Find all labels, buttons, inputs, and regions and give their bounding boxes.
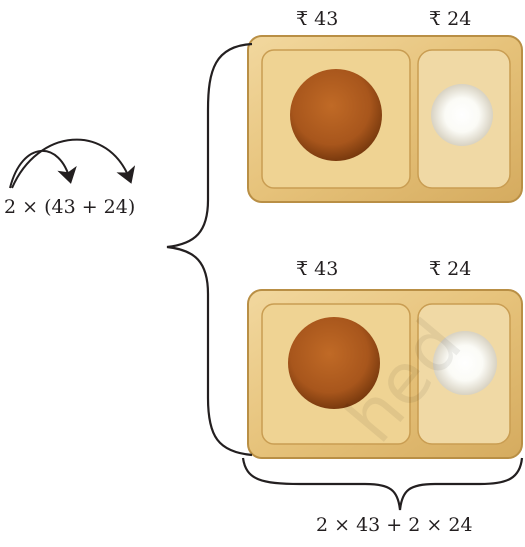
tray-bottom [247,289,523,459]
scoop-top [431,84,493,146]
arrow-long [11,138,136,189]
price-right-top: ₹ 24 [429,8,472,30]
expression-left: 2 × (43 + 24) [4,196,136,218]
price-left-top: ₹ 43 [296,8,339,30]
tray-top [247,35,523,203]
patty-top [290,69,382,161]
expression-bottom: 2 × 43 + 2 × 24 [316,514,473,536]
price-right-bottom: ₹ 24 [429,258,472,280]
bottom-brace [241,457,524,511]
left-brace [166,42,253,457]
arrow-short [9,150,77,189]
scoop-bottom [433,331,497,395]
patty-bottom [288,317,380,409]
price-left-bottom: ₹ 43 [296,258,339,280]
